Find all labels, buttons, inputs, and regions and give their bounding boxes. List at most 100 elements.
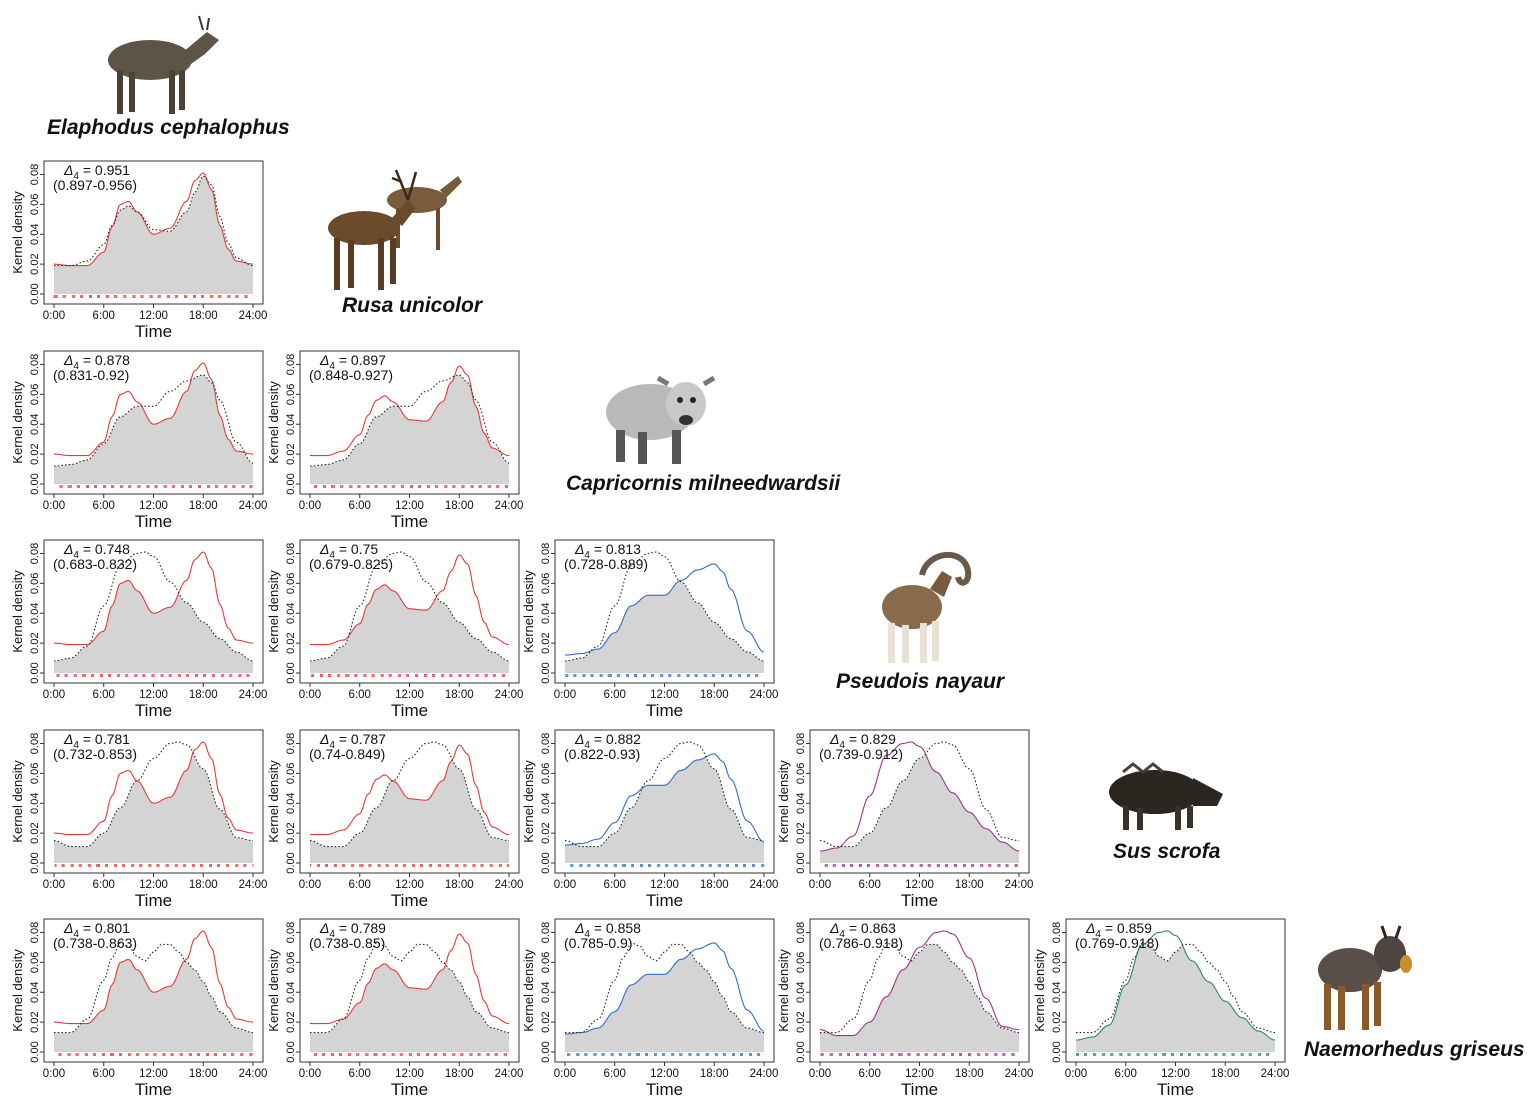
x-tick-label: 24:00 (239, 500, 268, 512)
y-axis-label: Kernel density (10, 949, 25, 1032)
x-axis-label: Time (646, 1080, 683, 1099)
rug-ticks (53, 295, 248, 298)
y-axis-label: Kernel density (266, 949, 281, 1032)
x-tick-label: 18:00 (955, 1068, 984, 1080)
x-tick-label: 6:00 (604, 689, 626, 701)
y-tick-label: 0.00 (29, 852, 41, 873)
x-tick-label: 6:00 (93, 879, 115, 891)
x-axis-label: Time (135, 322, 172, 341)
overlap-panel: 0.00 0.02 0.04 0.06 0.08 0:00 6:00 12:00 18:00 24… (10, 160, 267, 341)
overlap-panel: 0.00 0.02 0.04 0.06 0.08 0:00 6:00 12:00 18:00 24… (10, 539, 267, 720)
y-axis-label: Kernel density (776, 760, 791, 843)
y-tick-label: 0.04 (540, 793, 552, 814)
overlap-confidence-interval: (0.897-0.956) (53, 177, 137, 193)
y-tick-label: 0.08 (795, 922, 807, 943)
rug-ticks (565, 674, 759, 677)
x-tick-label: 12:00 (395, 1068, 424, 1080)
rug-ticks (1076, 1053, 1269, 1056)
series-line-elaphodus-cephalophus (53, 362, 254, 457)
overlap-area (565, 756, 764, 863)
y-tick-label: 0.08 (285, 922, 297, 943)
x-axis-label: Time (646, 701, 683, 720)
y-tick-label: 0.08 (1051, 922, 1063, 943)
y-tick-label: 0.02 (285, 632, 297, 653)
y-tick-label: 0.04 (285, 982, 297, 1003)
y-tick-label: 0.02 (795, 822, 807, 843)
y-tick-label: 0.06 (29, 194, 41, 215)
overlap-confidence-interval: (0.732-0.853) (53, 746, 137, 762)
y-tick-label: 0.04 (795, 793, 807, 814)
x-tick-label: 24:00 (750, 1068, 779, 1080)
x-tick-label: 0:00 (43, 1068, 65, 1080)
y-tick-label: 0.00 (285, 473, 297, 494)
overlap-coefficient: Δ4 = 0.878 (63, 352, 130, 372)
x-tick-label: 0:00 (299, 500, 321, 512)
x-tick-label: 24:00 (239, 879, 268, 891)
blue-sheep-illustration (882, 552, 972, 663)
overlap-coefficient: Δ4 = 0.813 (574, 541, 641, 561)
y-tick-label: 0.06 (1051, 952, 1063, 973)
y-tick-label: 0.00 (29, 473, 41, 494)
series-line-sus-scrofa (819, 741, 1020, 848)
overlap-confidence-interval: (0.739-0.912) (819, 746, 903, 762)
rug-ticks (310, 674, 505, 677)
x-tick-label: 18:00 (189, 500, 218, 512)
series-line-elaphodus-cephalophus (53, 551, 254, 646)
y-tick-label: 0.00 (1051, 1041, 1063, 1062)
x-tick-label: 6:00 (93, 1068, 115, 1080)
x-tick-label: 12:00 (139, 879, 168, 891)
overlap-area (310, 584, 509, 673)
rug-ticks (59, 485, 253, 488)
x-tick-label: 24:00 (495, 879, 524, 891)
x-tick-label: 24:00 (239, 310, 268, 322)
y-tick-label: 0.00 (540, 852, 552, 873)
overlap-coefficient: Δ4 = 0.75 (319, 541, 378, 561)
y-tick-label: 0.04 (29, 224, 41, 245)
x-tick-label: 18:00 (445, 1068, 474, 1080)
series-line-naemorhedus-griseus (310, 942, 510, 1034)
overlap-coefficient: Δ4 = 0.781 (63, 731, 130, 751)
species-label-naemorhedus: Naemorhedus griseus (1304, 1038, 1525, 1061)
series-line-capricornis-milneedwardsii (564, 942, 765, 1035)
x-tick-label: 12:00 (395, 689, 424, 701)
overlap-area (565, 581, 764, 673)
x-tick-label: 0:00 (299, 879, 321, 891)
x-tick-label: 0:00 (43, 879, 65, 891)
overlap-panel: 0.00 0.02 0.04 0.06 0.08 0:00 6:00 12:00 18:00 24… (266, 729, 523, 910)
x-tick-label: 6:00 (859, 1068, 881, 1080)
rug-ticks (54, 864, 254, 867)
overlap-panel: 0.00 0.02 0.04 0.06 0.08 0:00 6:00 12:00 18:00 24… (10, 350, 267, 531)
y-tick-label: 0.00 (29, 1041, 41, 1062)
x-axis-label: Time (646, 891, 683, 910)
y-tick-label: 0.00 (285, 1041, 297, 1062)
series-line-capricornis-milneedwardsii (564, 563, 765, 656)
series-line-rusa-unicolor (310, 554, 510, 646)
overlap-area (310, 760, 509, 863)
species-label-sus: Sus scrofa (1113, 840, 1221, 863)
series-line-sus-scrofa (309, 741, 510, 848)
y-tick-label: 0.02 (29, 632, 41, 653)
x-tick-label: 6:00 (349, 689, 371, 701)
overlap-panel: 0.00 0.02 0.04 0.06 0.08 0:00 6:00 12:00 18:00 24… (521, 918, 778, 1099)
series-line-sus-scrofa (819, 930, 1020, 1037)
y-tick-label: 0.08 (540, 733, 552, 754)
y-axis-label: Kernel density (10, 570, 25, 653)
x-tick-label: 24:00 (239, 1068, 268, 1080)
overlap-area (54, 753, 253, 863)
rug-ticks (570, 864, 765, 867)
y-tick-label: 0.06 (285, 763, 297, 784)
overlap-confidence-interval: (0.769-0.918) (1075, 935, 1159, 951)
overlap-coefficient: Δ4 = 0.789 (319, 920, 386, 940)
y-tick-label: 0.08 (540, 543, 552, 564)
overlap-confidence-interval: (0.738-0.863) (53, 935, 137, 951)
overlap-coefficient: Δ4 = 0.748 (63, 541, 130, 561)
series-line-pseudois-nayaur (54, 551, 254, 662)
y-tick-label: 0.04 (285, 603, 297, 624)
y-axis-label: Kernel density (521, 570, 536, 653)
overlap-area (565, 952, 764, 1052)
x-tick-label: 12:00 (395, 879, 424, 891)
x-tick-label: 18:00 (445, 689, 474, 701)
x-tick-label: 6:00 (349, 500, 371, 512)
series-line-capricornis-milneedwardsii (564, 753, 765, 846)
y-tick-label: 0.04 (540, 982, 552, 1003)
